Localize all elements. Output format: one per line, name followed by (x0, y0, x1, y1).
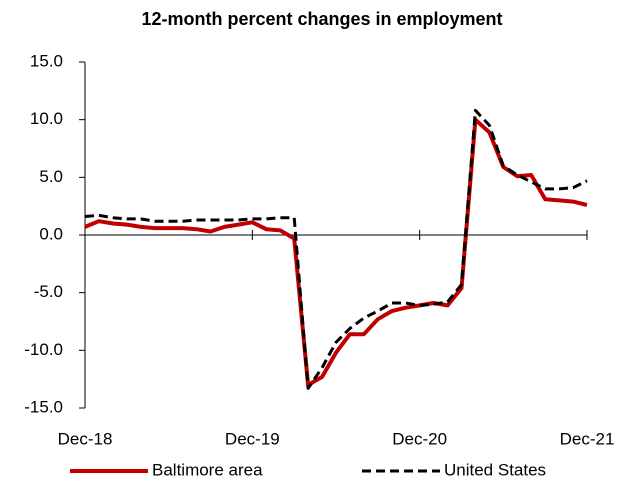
series-line (84, 108, 588, 390)
series-line (84, 117, 588, 387)
y-tick-label: -15.0 (24, 397, 63, 416)
chart-title: 12-month percent changes in employment (141, 9, 502, 29)
y-tick-label: 0.0 (39, 224, 63, 243)
y-tick-label: 15.0 (30, 51, 63, 70)
y-tick-label: 10.0 (30, 109, 63, 128)
y-tick-label: 5.0 (39, 167, 63, 186)
legend-label: Baltimore area (152, 460, 263, 479)
y-tick-label: -10.0 (24, 340, 63, 359)
legend-label: United States (444, 460, 546, 479)
x-tick-label: Dec-18 (58, 429, 113, 448)
x-tick-label: Dec-19 (225, 429, 280, 448)
x-tick-label: Dec-20 (392, 429, 447, 448)
x-tick-label: Dec-21 (560, 429, 615, 448)
y-tick-label: -5.0 (34, 282, 63, 301)
